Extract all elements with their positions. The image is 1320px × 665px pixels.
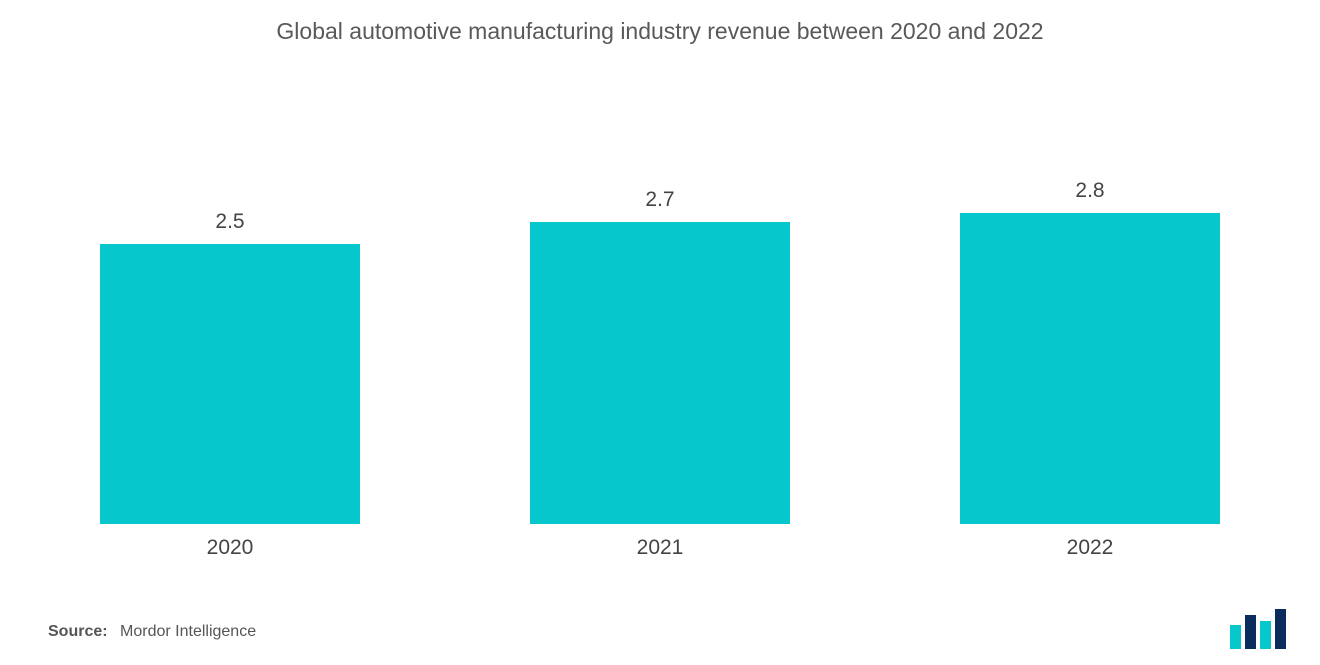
bar-value: 2.8 (1075, 179, 1104, 203)
bar-category-label: 2022 (1067, 536, 1114, 560)
source-label: Source: (48, 623, 108, 640)
chart-title: Global automotive manufacturing industry… (0, 0, 1320, 45)
bar-group-2020: 2.5 2020 (60, 210, 400, 560)
bar-value: 2.5 (215, 210, 244, 234)
bar-category-label: 2021 (637, 536, 684, 560)
mordor-logo-icon (1230, 609, 1286, 649)
source-text: Mordor Intelligence (120, 623, 256, 640)
bar (960, 213, 1220, 524)
chart-container: Global automotive manufacturing industry… (0, 0, 1320, 665)
source-attribution: Source: Mordor Intelligence (48, 623, 256, 641)
bar (530, 222, 790, 524)
bar-category-label: 2020 (207, 536, 254, 560)
bar-value: 2.7 (645, 188, 674, 212)
bar-group-2021: 2.7 2021 (490, 188, 830, 560)
chart-area: 2.5 2020 2.7 2021 2.8 2022 (60, 100, 1260, 560)
bar-group-2022: 2.8 2022 (920, 179, 1260, 560)
bar (100, 244, 360, 524)
